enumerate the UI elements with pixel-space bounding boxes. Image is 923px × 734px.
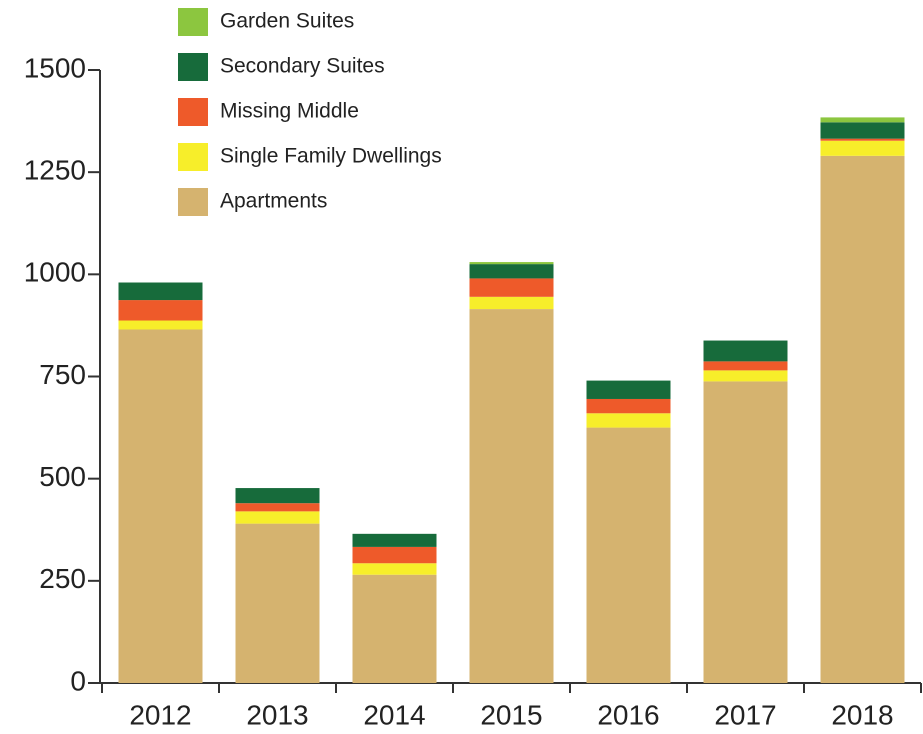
- bar-segment: [820, 155, 905, 683]
- bar-segment: [352, 563, 437, 575]
- bar-segment: [235, 503, 320, 512]
- x-tick-label: 2018: [831, 699, 893, 730]
- legend-swatch: [178, 98, 208, 126]
- legend-label: Garden Suites: [220, 10, 354, 33]
- legend-swatch: [178, 143, 208, 171]
- legend-label: Missing Middle: [220, 100, 359, 123]
- y-tick-label: 500: [39, 461, 86, 492]
- bar-segment: [703, 370, 788, 382]
- bar-segment: [352, 574, 437, 683]
- bar-segment: [469, 262, 554, 265]
- y-tick-label: 250: [39, 563, 86, 594]
- bar-segment: [469, 296, 554, 310]
- legend-label: Single Family Dwellings: [220, 145, 442, 168]
- bar-segment: [352, 546, 437, 564]
- x-tick-label: 2012: [129, 699, 191, 730]
- bar-segment: [235, 488, 320, 504]
- bar-segment: [586, 398, 671, 414]
- bar-segment: [352, 533, 437, 547]
- bar-segment: [586, 427, 671, 683]
- bar-segment: [235, 511, 320, 524]
- bar-segment: [469, 264, 554, 279]
- legend-label: Secondary Suites: [220, 55, 385, 78]
- bar-segment: [703, 361, 788, 371]
- bar-segment: [820, 122, 905, 139]
- bar-segment: [703, 340, 788, 362]
- x-tick-label: 2016: [597, 699, 659, 730]
- legend-label: Apartments: [220, 190, 327, 213]
- bar-segment: [118, 300, 203, 321]
- bar-segment: [820, 140, 905, 156]
- bar-segment: [820, 117, 905, 123]
- bar-segment: [703, 381, 788, 683]
- y-tick-label: 1000: [24, 257, 86, 288]
- y-tick-label: 1500: [24, 52, 86, 83]
- bar-segment: [235, 523, 320, 683]
- bar-segment: [118, 329, 203, 683]
- x-tick-label: 2013: [246, 699, 308, 730]
- y-tick-label: 750: [39, 359, 86, 390]
- bar-segment: [586, 413, 671, 428]
- y-tick-label: 1250: [24, 155, 86, 186]
- bar-segment: [118, 320, 203, 330]
- bar-segment: [118, 282, 203, 301]
- x-tick-label: 2017: [714, 699, 776, 730]
- y-tick-label: 0: [70, 665, 86, 696]
- bar-segment: [469, 309, 554, 683]
- bar-segment: [820, 138, 905, 141]
- legend-swatch: [178, 8, 208, 36]
- x-tick-label: 2015: [480, 699, 542, 730]
- x-tick-label: 2014: [363, 699, 425, 730]
- bar-segment: [586, 380, 671, 399]
- legend-swatch: [178, 188, 208, 216]
- bar-segment: [469, 278, 554, 297]
- legend-swatch: [178, 53, 208, 81]
